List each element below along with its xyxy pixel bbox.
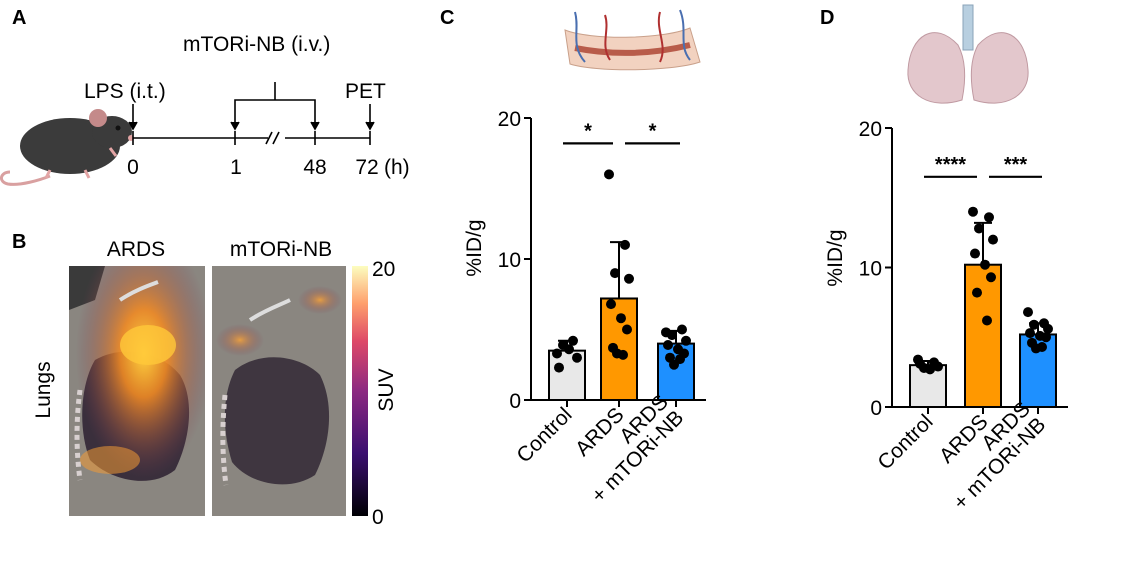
y-tick-label: 0 <box>509 390 521 413</box>
time-unit: (h) <box>384 156 410 179</box>
significance-label: *** <box>1004 154 1028 176</box>
data-point <box>982 315 992 326</box>
panel-c-label: C <box>440 7 454 29</box>
y-tick-label: 10 <box>859 258 882 281</box>
pet-image-ards <box>69 266 205 516</box>
tick-0: 0 <box>127 156 139 179</box>
x-tick-label: Control <box>873 410 937 474</box>
y-axis-label: %ID/g <box>824 229 847 286</box>
colorbar-max: 20 <box>372 258 395 281</box>
significance-label: **** <box>935 154 966 176</box>
col-ards-label: ARDS <box>107 238 165 261</box>
data-point <box>622 324 632 335</box>
data-point <box>915 358 925 369</box>
mouse-icon <box>0 109 134 186</box>
data-point <box>669 359 679 370</box>
data-point <box>1041 332 1051 343</box>
data-point <box>624 273 634 284</box>
data-point <box>663 340 673 351</box>
trachea-illustration-icon <box>564 9 701 71</box>
data-point <box>1025 328 1035 339</box>
data-point <box>616 313 626 324</box>
timeline <box>128 82 375 145</box>
dose-label: mTORi-NB (i.v.) <box>183 33 330 56</box>
data-point <box>1023 307 1033 318</box>
data-point <box>552 348 562 359</box>
pet-image-mtori <box>212 266 346 516</box>
data-point <box>572 352 582 363</box>
data-point <box>612 348 622 359</box>
colorbar-min: 0 <box>372 506 384 529</box>
lps-label: LPS (i.t.) <box>84 80 166 103</box>
panel-b: B ARDS mTORi-NB Lungs 20 0 <box>12 231 398 529</box>
data-point <box>604 169 614 180</box>
colorbar-label: SUV <box>375 368 398 411</box>
tick-48: 48 <box>303 156 326 179</box>
data-point <box>925 364 935 375</box>
data-point <box>667 330 677 341</box>
tick-1: 1 <box>230 156 242 179</box>
y-tick-label: 20 <box>498 108 521 131</box>
data-point <box>568 335 578 346</box>
panel-d-label: D <box>820 7 834 29</box>
y-tick-label: 0 <box>870 397 882 420</box>
col-mtori-label: mTORi-NB <box>230 238 332 261</box>
data-point <box>1043 323 1053 334</box>
data-point <box>984 212 994 223</box>
x-tick-label: Control <box>512 403 576 467</box>
tick-72: 72 <box>355 156 378 179</box>
data-point <box>564 344 574 355</box>
data-point <box>980 259 990 270</box>
y-axis-label: %ID/g <box>463 219 486 276</box>
data-point <box>970 248 980 259</box>
data-point <box>681 335 691 346</box>
data-point <box>620 239 630 250</box>
data-point <box>988 234 998 245</box>
significance-label: * <box>584 120 592 142</box>
data-point <box>986 272 996 283</box>
pet-label: PET <box>345 80 386 103</box>
y-tick-label: 10 <box>498 249 521 272</box>
panel-a: A mTORi-NB (i.v.) LPS (i.t.) PET <box>0 7 410 186</box>
data-point <box>610 268 620 279</box>
data-point <box>972 287 982 298</box>
suv-colorbar: 20 0 SUV <box>352 258 398 529</box>
y-tick-label: 20 <box>859 118 882 141</box>
significance-label: * <box>649 120 657 142</box>
bar <box>964 263 1002 408</box>
data-point <box>968 206 978 217</box>
data-point <box>933 361 943 372</box>
lungs-illustration-icon <box>907 4 1029 104</box>
panel-a-label: A <box>12 7 26 29</box>
data-point <box>677 324 687 335</box>
data-point <box>1031 343 1041 354</box>
data-point <box>554 362 564 373</box>
data-point <box>606 299 616 310</box>
panel-b-label: B <box>12 231 26 253</box>
data-point <box>1029 319 1039 330</box>
row-lungs-label: Lungs <box>32 361 55 418</box>
data-point <box>974 223 984 234</box>
